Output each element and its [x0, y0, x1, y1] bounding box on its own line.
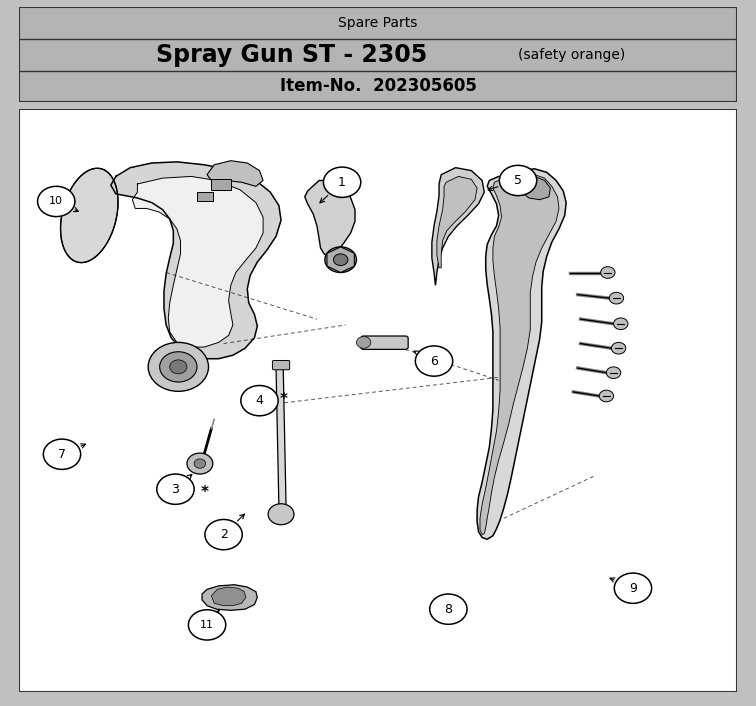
Polygon shape: [111, 162, 281, 359]
FancyBboxPatch shape: [361, 336, 408, 349]
Polygon shape: [202, 585, 257, 610]
FancyBboxPatch shape: [272, 361, 290, 370]
Circle shape: [187, 453, 213, 474]
Circle shape: [169, 360, 187, 374]
Circle shape: [38, 186, 75, 217]
Circle shape: [268, 504, 294, 525]
Polygon shape: [212, 587, 246, 606]
Text: 11: 11: [200, 620, 214, 630]
Text: Spray Gun ST - 2305: Spray Gun ST - 2305: [156, 43, 427, 66]
FancyBboxPatch shape: [19, 7, 737, 102]
Circle shape: [205, 520, 242, 550]
Polygon shape: [480, 174, 559, 534]
Circle shape: [500, 165, 537, 196]
Circle shape: [612, 342, 626, 354]
Circle shape: [156, 474, 194, 504]
Text: 5: 5: [514, 174, 522, 187]
Polygon shape: [60, 168, 118, 263]
Circle shape: [160, 352, 197, 382]
Polygon shape: [522, 176, 550, 200]
Text: *: *: [279, 392, 287, 407]
Text: 9: 9: [629, 582, 637, 594]
Circle shape: [188, 610, 226, 640]
Text: 3: 3: [172, 483, 179, 496]
Circle shape: [609, 292, 624, 304]
FancyBboxPatch shape: [19, 109, 737, 692]
Polygon shape: [132, 176, 263, 347]
Circle shape: [606, 367, 621, 378]
Text: 1: 1: [338, 176, 346, 189]
Circle shape: [325, 247, 357, 273]
Text: 2: 2: [220, 528, 228, 541]
Circle shape: [333, 254, 348, 265]
Text: Item-No.  202305605: Item-No. 202305605: [280, 78, 476, 95]
Circle shape: [415, 346, 453, 376]
Polygon shape: [305, 181, 355, 256]
Circle shape: [600, 390, 614, 402]
Polygon shape: [207, 161, 263, 186]
Polygon shape: [276, 367, 286, 507]
Text: 7: 7: [58, 448, 66, 461]
Text: (safety orange): (safety orange): [518, 48, 625, 61]
Circle shape: [615, 573, 652, 604]
Polygon shape: [437, 176, 477, 268]
Text: 10: 10: [49, 196, 64, 206]
Circle shape: [43, 439, 81, 469]
Circle shape: [324, 167, 361, 198]
FancyBboxPatch shape: [197, 192, 213, 201]
Polygon shape: [432, 168, 485, 285]
Circle shape: [356, 337, 370, 348]
Polygon shape: [477, 169, 566, 539]
Circle shape: [241, 385, 278, 416]
Circle shape: [614, 318, 628, 330]
Circle shape: [148, 342, 209, 391]
Circle shape: [429, 594, 467, 624]
Text: 4: 4: [256, 394, 263, 407]
Text: 6: 6: [430, 354, 438, 368]
Circle shape: [194, 459, 206, 468]
Polygon shape: [327, 247, 355, 273]
Text: Spare Parts: Spare Parts: [339, 16, 417, 30]
FancyBboxPatch shape: [212, 179, 231, 190]
Text: *: *: [200, 485, 208, 500]
Text: 8: 8: [445, 603, 452, 616]
Circle shape: [600, 267, 615, 278]
